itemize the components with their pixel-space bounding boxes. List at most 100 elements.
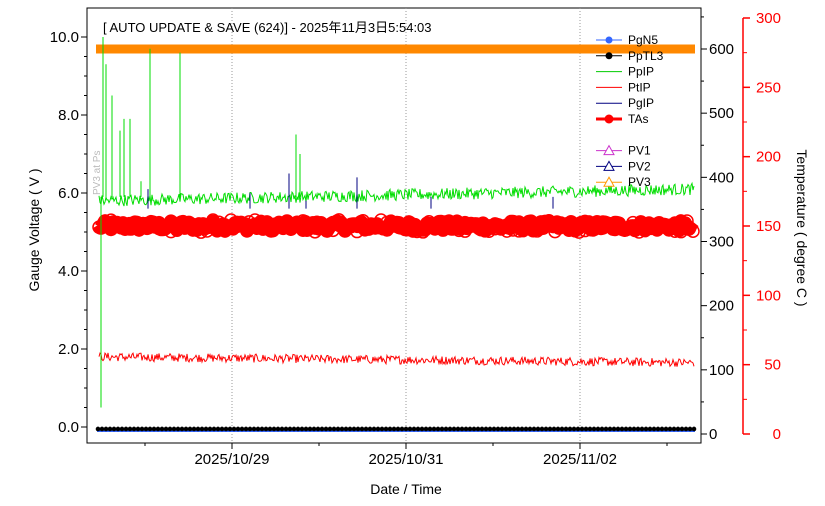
series-tas-marker xyxy=(326,223,340,238)
series-pptl3-marker xyxy=(339,426,345,432)
series-pptl3-marker xyxy=(495,426,501,432)
series-pptl3-marker xyxy=(667,426,673,432)
series-pptl3-marker xyxy=(283,426,289,432)
series-pptl3-marker xyxy=(511,426,517,432)
legend-marker xyxy=(603,176,615,187)
mid-tick-label: 400 xyxy=(709,169,734,186)
series-tas-marker xyxy=(410,224,424,239)
series-pptl3-marker xyxy=(147,426,153,432)
series-pptl3-marker xyxy=(631,426,637,432)
series-tas-marker xyxy=(680,214,694,228)
series-pptl3-marker xyxy=(459,426,465,432)
series-tas-marker xyxy=(434,214,448,229)
series-pptl3-marker xyxy=(115,426,121,432)
left-tick-label: 2.0 xyxy=(58,341,79,358)
series-tas-marker xyxy=(416,225,430,239)
series-pptl3-marker xyxy=(659,426,665,432)
series-tas-marker xyxy=(362,220,376,234)
series-tas-marker xyxy=(350,224,364,239)
x-tick-label: 2025/10/31 xyxy=(368,451,443,468)
series-pptl3-marker xyxy=(539,426,545,432)
series-tas-marker xyxy=(578,223,592,238)
series-pptl3-marker xyxy=(195,426,201,432)
series-pptl3-marker xyxy=(447,426,453,432)
series-pptl3-marker xyxy=(163,426,169,432)
mid-tick-label: 0 xyxy=(709,426,717,443)
right-tick-label: 200 xyxy=(756,149,781,166)
series-pptl3-marker xyxy=(567,426,573,432)
series-tas-marker xyxy=(200,224,214,238)
series-pptl3-marker xyxy=(307,426,313,432)
series-pptl3-marker xyxy=(303,426,309,432)
series-tas-marker xyxy=(554,216,568,231)
series-pptl3-marker xyxy=(259,426,265,432)
series-tas-marker xyxy=(338,220,352,234)
mid-tick-label: 500 xyxy=(709,105,734,122)
series-pptl3-marker xyxy=(543,426,549,432)
series-pptl3-marker xyxy=(687,426,693,432)
series-pptl3-marker xyxy=(427,426,433,432)
legend-item: PV3 xyxy=(596,175,651,189)
series-tas-marker xyxy=(194,225,208,239)
series-pptl3-marker xyxy=(379,426,385,432)
series-pptl3-marker xyxy=(99,426,105,432)
series-tas-marker xyxy=(224,213,238,227)
series-pptl3-marker xyxy=(327,426,333,432)
series-pptl3-marker xyxy=(651,426,657,432)
series-pptl3-marker xyxy=(175,426,181,432)
series-pptl3-marker xyxy=(363,426,369,432)
series-pptl3-marker xyxy=(471,426,477,432)
legend-label: PV1 xyxy=(628,144,651,158)
series-tas-marker xyxy=(236,216,250,230)
series-pptl3-marker xyxy=(151,426,157,432)
legend-label: PgIP xyxy=(628,96,654,110)
series-pptl3-marker xyxy=(463,426,469,432)
right-tick-label: 300 xyxy=(756,10,781,27)
series-pptl3-marker xyxy=(615,426,621,432)
series-pptl3-marker xyxy=(467,426,473,432)
series-pptl3-marker xyxy=(499,426,505,432)
series-pptl3-marker xyxy=(291,426,297,432)
series-pptl3-marker xyxy=(287,426,293,432)
left-tick-label: 10.0 xyxy=(50,29,79,46)
series-pptl3-marker xyxy=(551,426,557,432)
series-pptl3-marker xyxy=(231,426,237,432)
series-pptl3-marker xyxy=(579,426,585,432)
left-tick-label: 8.0 xyxy=(58,107,79,124)
series-pptl3-marker xyxy=(299,426,305,432)
right-tick-label: 100 xyxy=(756,287,781,304)
series-tas-marker xyxy=(470,218,484,232)
series-tas-marker xyxy=(254,217,268,231)
series-tas-marker xyxy=(596,215,610,229)
series-pptl3-marker xyxy=(335,426,341,432)
series-tas-marker xyxy=(656,220,670,234)
series-pptl3-marker xyxy=(503,426,509,432)
series-pptl3-marker xyxy=(319,426,325,432)
series-pptl3-marker xyxy=(111,426,117,432)
series-pptl3-marker xyxy=(315,426,321,432)
series-pptl3-marker xyxy=(135,426,141,432)
series-ptip xyxy=(98,352,695,368)
series-pptl3-marker xyxy=(367,426,373,432)
right-tick-label: 0 xyxy=(773,426,781,443)
series-pptl3-marker xyxy=(571,426,577,432)
series-pptl3-marker xyxy=(159,426,165,432)
series-pptl3-marker xyxy=(671,426,677,432)
legend-marker xyxy=(605,52,613,60)
legend-label: PpIP xyxy=(628,65,654,79)
series-pptl3-marker xyxy=(415,426,421,432)
series-pptl3-marker xyxy=(271,426,277,432)
series-pptl3-marker xyxy=(191,426,197,432)
series-tas-marker xyxy=(668,224,682,239)
series-pptl3-marker xyxy=(103,426,109,432)
series-pptl3-marker xyxy=(411,426,417,432)
series-tas-marker xyxy=(452,223,466,238)
series-pptl3-marker xyxy=(519,426,525,432)
series-pptl3-marker xyxy=(483,426,489,432)
series-pptl3-marker xyxy=(243,426,249,432)
series-pptl3-marker xyxy=(419,426,425,432)
series-pptl3-marker xyxy=(655,426,661,432)
chart-title: [ AUTO UPDATE & SAVE (624)] - 2025年11月3日… xyxy=(103,20,432,35)
series-pptl3-marker xyxy=(199,426,205,432)
